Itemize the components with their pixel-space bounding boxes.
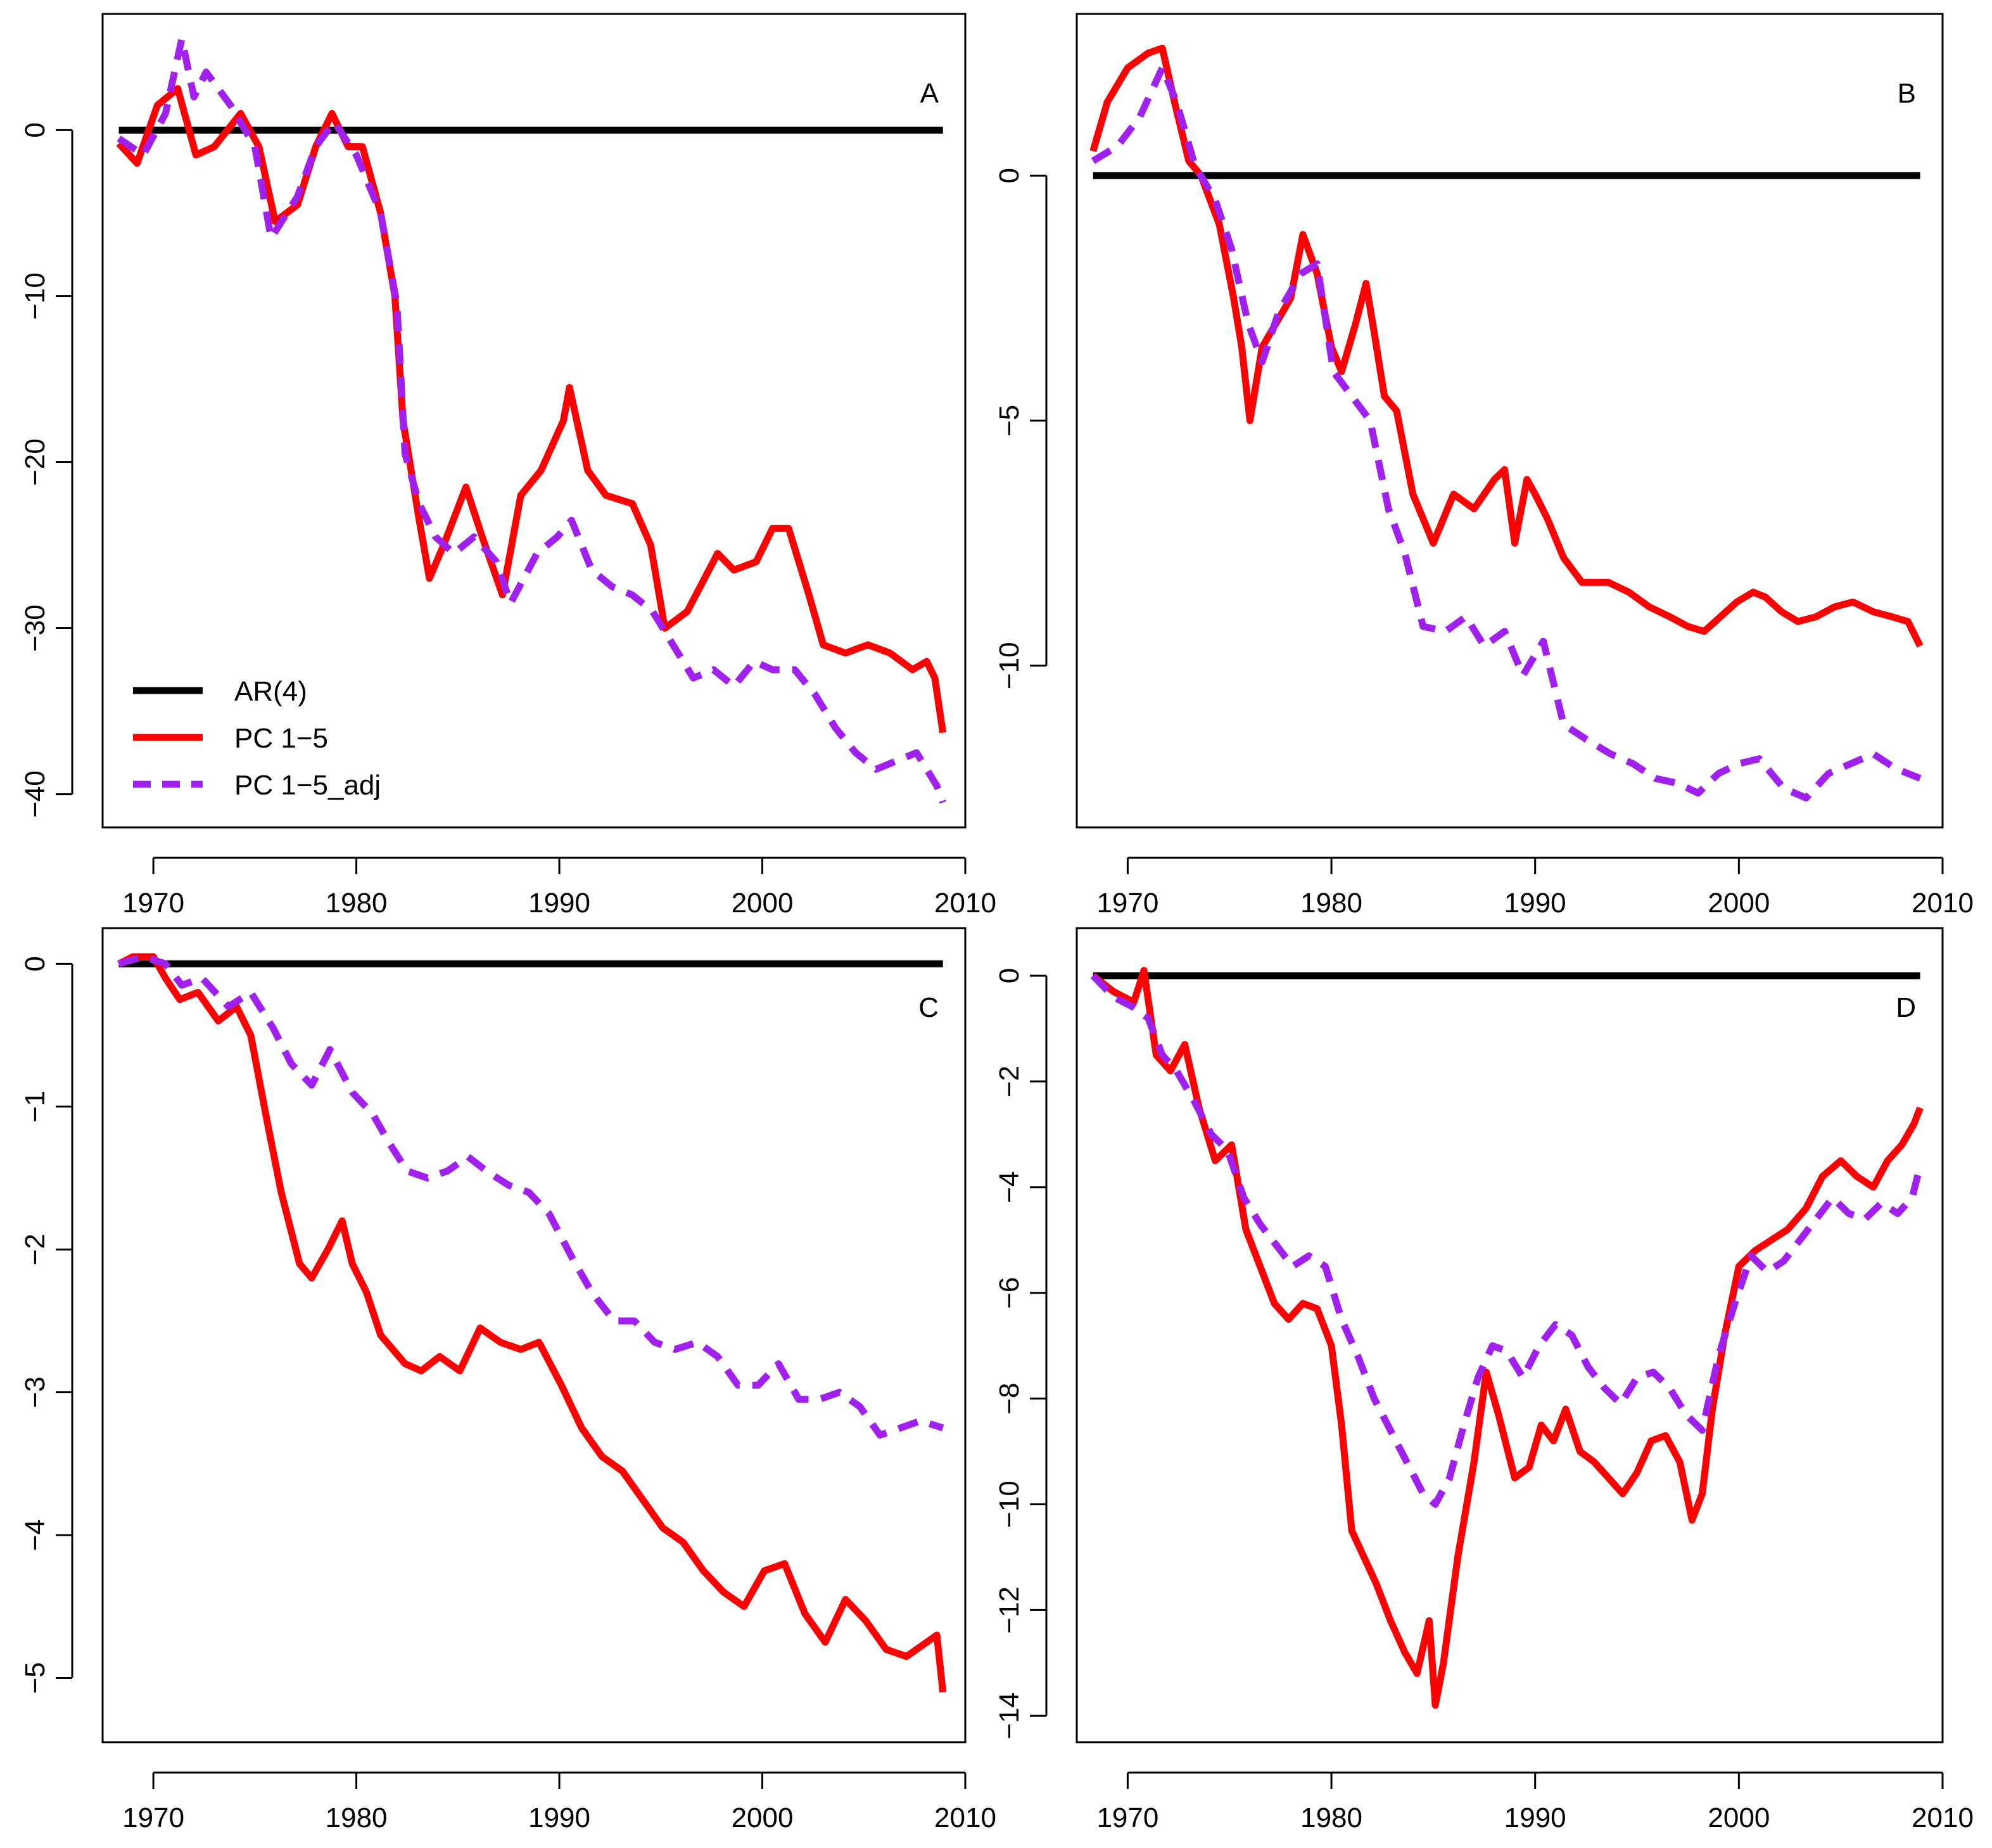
y-tick-label: −10 (994, 1481, 1025, 1528)
y-tick-label: 0 (994, 168, 1025, 183)
panel-label-b: B (1898, 78, 1916, 109)
legend-label: AR(4) (234, 676, 307, 707)
x-tick-label: 1990 (528, 888, 590, 919)
y-tick-label: 0 (20, 956, 51, 971)
series-group-b (1089, 44, 1924, 802)
y-tick-label: −40 (20, 770, 51, 818)
x-tick-label: 2010 (1912, 888, 1974, 919)
plot-frame-b (1075, 13, 1944, 829)
panel-c: 1970 1980 1990 2000 2010 0 −1 −2 −3 −4 −5 C (20, 927, 996, 1833)
y-tick-label: −10 (994, 642, 1025, 689)
series-line-pc-1-5-adj (1090, 973, 1924, 1508)
y-tick-label: −4 (994, 1171, 1025, 1203)
panel-d: 1970 1980 1990 2000 2010 0 −2 −4 −6 −8 −10 −12 −14 D (994, 927, 1974, 1833)
series-line-pc-1-5 (1089, 44, 1924, 648)
series-line-pc-1-5-adj (118, 953, 944, 1439)
y-tick-label: 0 (20, 122, 51, 137)
series-line-pc-1-5-adj (117, 35, 946, 804)
series-line-pc-1-5 (116, 85, 947, 734)
x-tick-label: 1980 (1300, 1802, 1362, 1833)
x-tick-label: 2000 (1708, 1802, 1770, 1833)
x-tick-label: 2000 (732, 888, 794, 919)
legend-label: PC 1−5_adj (234, 770, 381, 801)
x-tick-label: 1970 (122, 1802, 184, 1833)
x-tick-label: 1990 (1504, 888, 1566, 919)
x-tick-label: 2010 (934, 888, 996, 919)
y-tick-label: −30 (20, 604, 51, 652)
series-group-d (1090, 967, 1924, 1709)
series-line-pc-1-5-adj (1091, 64, 1922, 802)
series-group-c (117, 953, 947, 1693)
x-tick-label: 2010 (1912, 1802, 1974, 1833)
y-tick-label: −1 (20, 1091, 51, 1123)
panel-a: 1970 1980 1990 2000 2010 0 −10 −20 −30 −40 A AR(4) P… (20, 13, 996, 919)
y-tick-label: −14 (994, 1692, 1025, 1740)
plot-frame-d (1075, 927, 1944, 1743)
panel-label-d: D (1896, 992, 1916, 1023)
x-tick-label: 1980 (326, 888, 388, 919)
y-tick-label: −4 (20, 1519, 51, 1551)
x-tick-label: 1990 (1504, 1802, 1566, 1833)
y-tick-label: 0 (994, 968, 1025, 983)
y-tick-label: −2 (20, 1233, 51, 1265)
y-tick-label: −3 (20, 1377, 51, 1408)
y-tick-label: −12 (994, 1586, 1025, 1634)
y-tick-label: −10 (20, 272, 51, 320)
y-tick-label: −5 (20, 1662, 51, 1693)
series-group-a (116, 35, 947, 804)
x-tick-label: 1980 (326, 1802, 388, 1833)
y-tick-label: −2 (994, 1066, 1025, 1097)
legend: AR(4) PC 1−5 PC 1−5_adj (133, 676, 381, 801)
x-tick-label: 1990 (528, 1802, 590, 1833)
x-tick-label: 1980 (1300, 888, 1362, 919)
y-tick-label: −20 (20, 438, 51, 486)
panels-group: 1970 1980 1990 2000 20100−10−20−30−40AAR(4)P… (20, 13, 1974, 1833)
panel-label-c: C (918, 992, 939, 1023)
legend-label: PC 1−5 (234, 723, 328, 754)
x-tick-label: 1970 (1096, 888, 1158, 919)
x-tick-label: 2000 (732, 1802, 794, 1833)
series-line-pc-1-5 (1091, 967, 1924, 1709)
x-tick-label: 1970 (122, 888, 184, 919)
plot-frame-c (101, 927, 967, 1743)
plot-frame-a (101, 13, 967, 829)
x-tick-label: 2000 (1708, 888, 1770, 919)
y-tick-label: −6 (994, 1277, 1025, 1309)
panel-b: 1970 1980 1990 2000 2010 0 −5 −10 B (994, 13, 1974, 919)
series-line-pc-1-5 (117, 953, 947, 1693)
x-tick-label: 2010 (934, 1802, 996, 1833)
x-tick-label: 1970 (1096, 1802, 1158, 1833)
panel-label-a: A (920, 78, 939, 109)
y-tick-label: −5 (994, 405, 1025, 437)
y-tick-label: −8 (994, 1383, 1025, 1415)
